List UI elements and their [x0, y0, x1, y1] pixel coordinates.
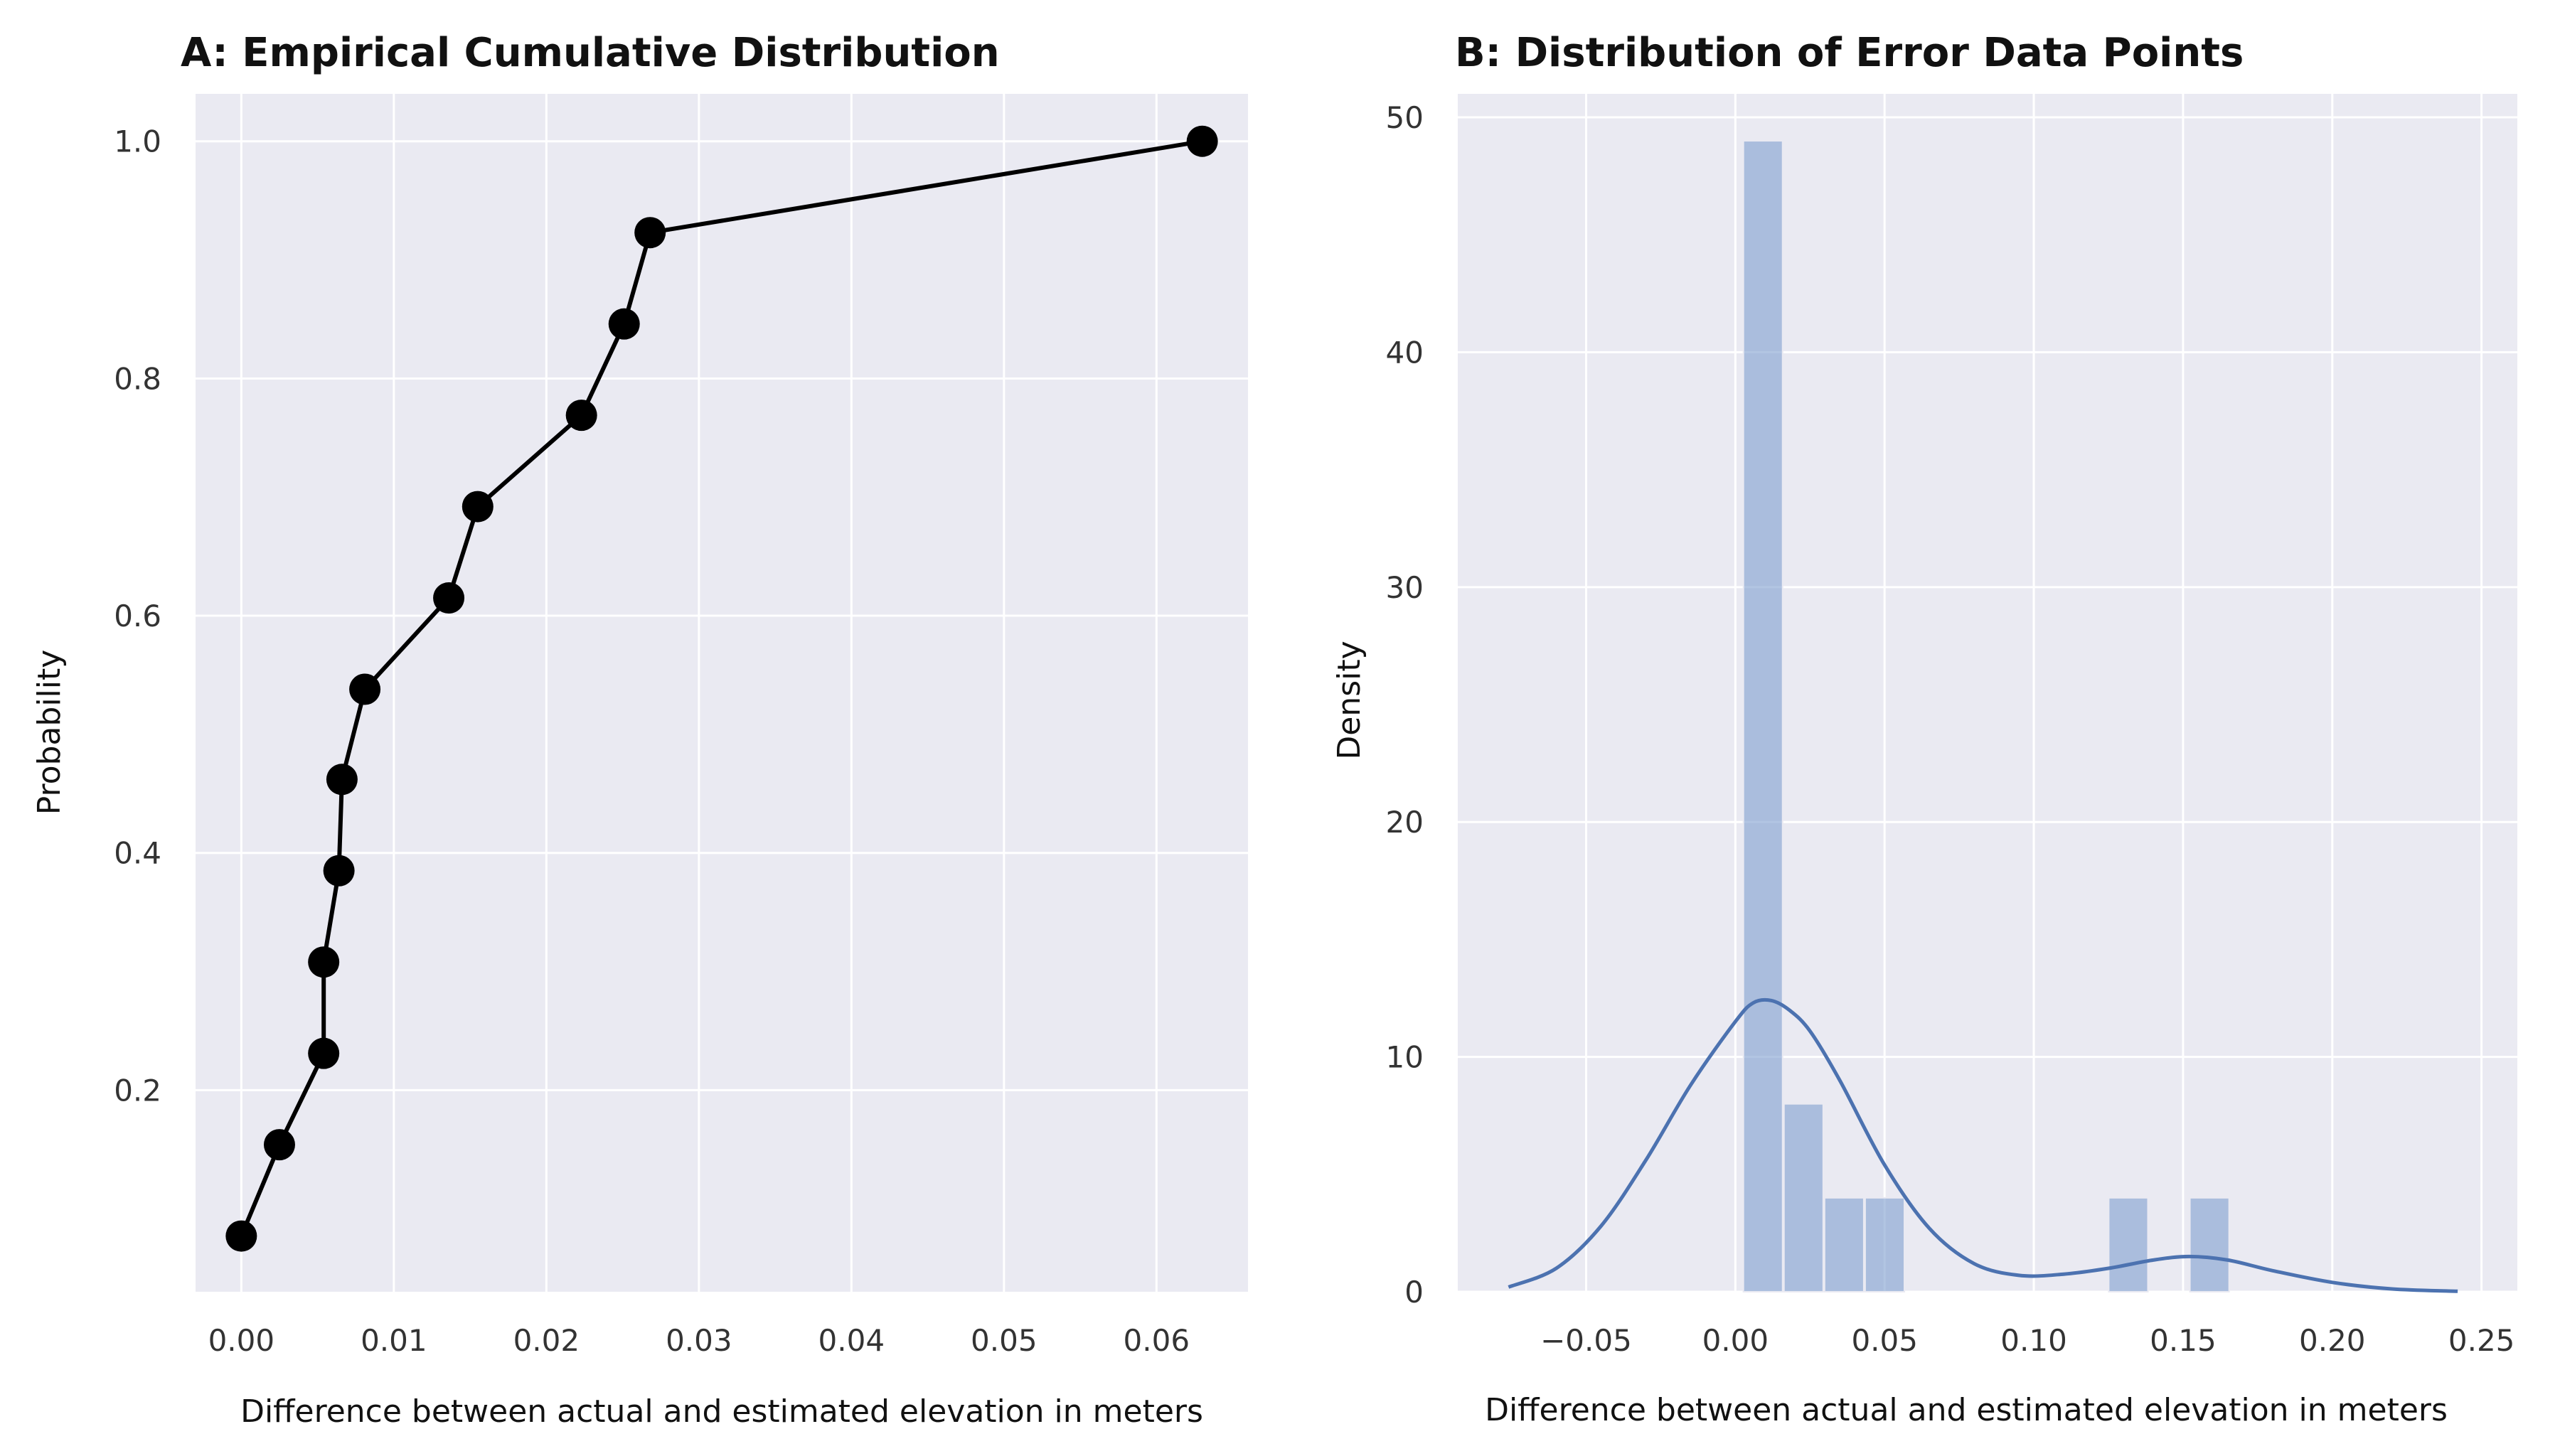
x-tick-label: 0.05: [1851, 1323, 1918, 1358]
panel-b-histogram-bars: [1742, 140, 2230, 1292]
panel-a-y-tick-labels: 0.2 0.4 0.6 0.8 1.0: [114, 124, 161, 1108]
panel-b-histogram: B: Distribution of Error Data Points −0.…: [1331, 30, 2517, 1428]
x-tick-label: 0.03: [666, 1323, 732, 1358]
y-tick-label: 20: [1386, 805, 1424, 840]
ecdf-point: [323, 855, 355, 887]
panel-b-x-axis-label: Difference between actual and estimated …: [1485, 1392, 2448, 1428]
y-tick-label: 0.2: [114, 1073, 161, 1108]
y-tick-label: 0.8: [114, 361, 161, 396]
histogram-bar: [2108, 1197, 2149, 1292]
ecdf-point: [308, 1037, 340, 1069]
x-tick-label: 0.00: [1702, 1323, 1769, 1358]
panel-b-y-tick-labels: 0 10 20 30 40 50: [1386, 100, 1424, 1310]
y-tick-label: 40: [1386, 335, 1424, 370]
panel-a-y-axis-label: Probability: [31, 650, 68, 815]
panel-b-kde-curve: [1508, 997, 2458, 1293]
ecdf-point: [349, 673, 381, 705]
y-tick-label: 30: [1386, 570, 1424, 605]
ecdf-point: [634, 217, 666, 249]
panel-b-y-axis-label: Density: [1331, 641, 1367, 759]
ecdf-point: [1186, 125, 1218, 157]
panel-b-gridlines: [1458, 94, 2517, 1293]
histogram-bar: [2189, 1197, 2230, 1292]
y-tick-label: 10: [1386, 1040, 1424, 1075]
ecdf-point: [326, 764, 358, 796]
y-tick-label: 0: [1404, 1275, 1424, 1310]
ecdf-point: [225, 1220, 257, 1252]
panel-a-gridlines: [196, 94, 1248, 1292]
panel-a-ecdf: A: Empirical Cumulative Distribution 0.0…: [31, 30, 1248, 1430]
x-tick-label: 0.01: [361, 1323, 427, 1358]
ecdf-point: [608, 308, 640, 340]
histogram-bar: [1864, 1197, 1905, 1292]
histogram-bar: [1783, 1103, 1824, 1292]
ecdf-point: [308, 946, 340, 978]
x-tick-label: 0.00: [208, 1323, 275, 1358]
x-tick-label: 0.05: [971, 1323, 1038, 1358]
panel-a-ecdf-series: [225, 125, 1218, 1252]
ecdf-point: [263, 1129, 295, 1161]
x-tick-label: 0.20: [2299, 1323, 2366, 1358]
y-tick-label: 50: [1386, 100, 1424, 135]
x-tick-label: −0.05: [1540, 1323, 1632, 1358]
y-tick-label: 1.0: [114, 124, 161, 159]
histogram-bar: [1823, 1197, 1865, 1292]
kde-curve: [1508, 997, 2458, 1293]
x-tick-label: 0.15: [2150, 1323, 2217, 1358]
panel-b-title: B: Distribution of Error Data Points: [1455, 30, 2244, 76]
panel-b-plot-area: [1458, 94, 2517, 1292]
panel-a-x-axis-label: Difference between actual and estimated …: [240, 1393, 1203, 1430]
ecdf-point: [462, 491, 494, 523]
ecdf-point: [433, 582, 465, 614]
x-tick-label: 0.10: [2000, 1323, 2067, 1358]
x-tick-label: 0.25: [2448, 1323, 2515, 1358]
x-tick-label: 0.06: [1124, 1323, 1190, 1358]
y-tick-label: 0.4: [114, 836, 161, 871]
x-tick-label: 0.04: [818, 1323, 885, 1358]
panel-a-title: A: Empirical Cumulative Distribution: [181, 30, 1000, 76]
panel-b-x-tick-labels: −0.05 0.00 0.05 0.10 0.15 0.20 0.25: [1540, 1323, 2514, 1358]
panel-a-x-tick-labels: 0.00 0.01 0.02 0.03 0.04 0.05 0.06: [208, 1323, 1190, 1358]
x-tick-label: 0.02: [513, 1323, 580, 1358]
ecdf-point: [565, 400, 597, 432]
histogram-bar: [1742, 140, 1783, 1292]
y-tick-label: 0.6: [114, 599, 161, 633]
